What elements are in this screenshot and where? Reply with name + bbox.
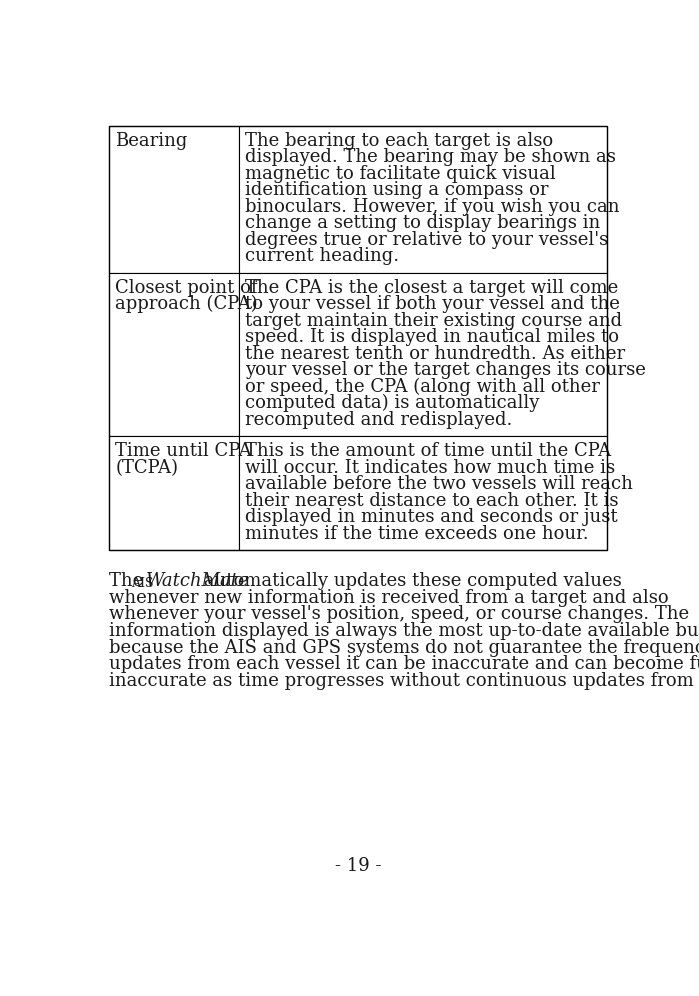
Text: identification using a compass or: identification using a compass or xyxy=(245,181,549,199)
Bar xyxy=(239,273,607,436)
Text: (TCPA): (TCPA) xyxy=(115,459,178,477)
Text: whenever new information is received from a target and also: whenever new information is received fro… xyxy=(109,589,669,607)
Text: speed. It is displayed in nautical miles to: speed. It is displayed in nautical miles… xyxy=(245,329,619,347)
Text: AIS: AIS xyxy=(131,577,153,590)
Text: binoculars. However, if you wish you can: binoculars. However, if you wish you can xyxy=(245,198,620,216)
Text: This is the amount of time until the CPA: This is the amount of time until the CPA xyxy=(245,442,612,460)
Text: displayed in minutes and seconds or just: displayed in minutes and seconds or just xyxy=(245,508,618,527)
Text: magnetic to facilitate quick visual: magnetic to facilitate quick visual xyxy=(245,164,556,182)
Bar xyxy=(239,125,607,273)
Text: change a setting to display bearings in: change a setting to display bearings in xyxy=(245,214,600,232)
Text: Time until CPA: Time until CPA xyxy=(115,442,252,460)
Text: The CPA is the closest a target will come: The CPA is the closest a target will com… xyxy=(245,279,619,297)
Text: Closest point of: Closest point of xyxy=(115,279,258,297)
Text: degrees true or relative to your vessel's: degrees true or relative to your vessel'… xyxy=(245,231,609,249)
Bar xyxy=(109,125,607,551)
Text: will occur. It indicates how much time is: will occur. It indicates how much time i… xyxy=(245,459,616,477)
Text: whenever your vessel's position, speed, or course changes. The: whenever your vessel's position, speed, … xyxy=(109,606,689,623)
Text: recomputed and redisplayed.: recomputed and redisplayed. xyxy=(245,411,513,429)
Bar xyxy=(109,273,239,436)
Text: their nearest distance to each other. It is: their nearest distance to each other. It… xyxy=(245,492,619,510)
Text: the nearest tenth or hundredth. As either: the nearest tenth or hundredth. As eithe… xyxy=(245,345,626,363)
Text: minutes if the time exceeds one hour.: minutes if the time exceeds one hour. xyxy=(245,525,589,543)
Text: - 19 -: - 19 - xyxy=(335,857,382,875)
Text: current heading.: current heading. xyxy=(245,247,400,265)
Text: to your vessel if both your vessel and the: to your vessel if both your vessel and t… xyxy=(245,295,620,313)
Text: your vessel or the target changes its course: your vessel or the target changes its co… xyxy=(245,362,647,379)
Text: updates from each vessel it can be inaccurate and can become further: updates from each vessel it can be inacc… xyxy=(109,655,699,673)
Text: because the AIS and GPS systems do not guarantee the frequency of: because the AIS and GPS systems do not g… xyxy=(109,638,699,656)
Bar xyxy=(109,436,239,551)
Bar xyxy=(239,436,607,551)
Text: or speed, the CPA (along with all other: or speed, the CPA (along with all other xyxy=(245,377,600,396)
Bar xyxy=(109,125,239,273)
Text: information displayed is always the most up-to-date available but: information displayed is always the most… xyxy=(109,622,699,640)
Text: automatically updates these computed values: automatically updates these computed val… xyxy=(199,573,622,591)
Text: target maintain their existing course and: target maintain their existing course an… xyxy=(245,312,623,330)
Text: approach (CPA): approach (CPA) xyxy=(115,295,258,313)
Text: WatchMate: WatchMate xyxy=(145,573,249,591)
Text: Bearing: Bearing xyxy=(115,131,187,149)
Text: The bearing to each target is also: The bearing to each target is also xyxy=(245,131,554,149)
Text: computed data) is automatically: computed data) is automatically xyxy=(245,394,540,412)
Text: inaccurate as time progresses without continuous updates from both: inaccurate as time progresses without co… xyxy=(109,671,699,689)
Text: displayed. The bearing may be shown as: displayed. The bearing may be shown as xyxy=(245,148,617,166)
Text: The: The xyxy=(109,573,149,591)
Text: available before the two vessels will reach: available before the two vessels will re… xyxy=(245,475,633,493)
